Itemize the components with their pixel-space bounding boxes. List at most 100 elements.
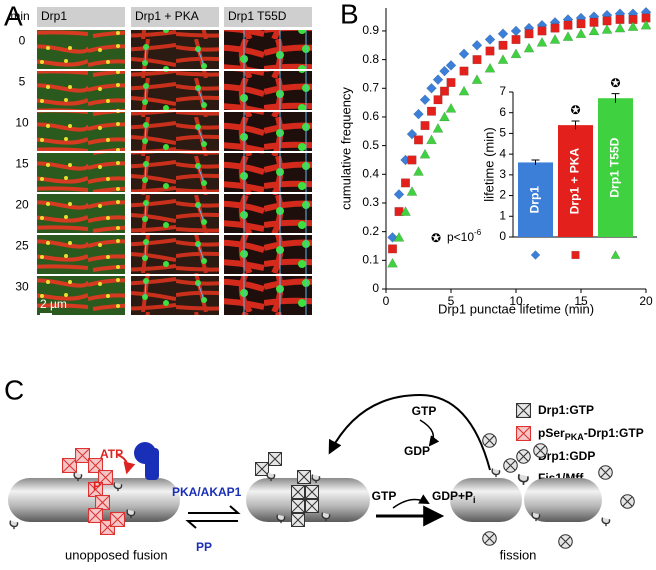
micrograph bbox=[37, 235, 125, 274]
legend-icon bbox=[516, 426, 531, 441]
y-axis-label: cumulative frequency bbox=[338, 87, 353, 210]
row-unit: min bbox=[10, 9, 29, 23]
data-point bbox=[536, 36, 548, 47]
row-label: 0 bbox=[19, 34, 26, 48]
data-point bbox=[458, 85, 470, 96]
header-bar bbox=[131, 7, 219, 27]
gdp-label: GDP bbox=[404, 444, 430, 458]
micrograph bbox=[224, 235, 312, 274]
data-point bbox=[407, 155, 417, 165]
y-tick-label: 2 bbox=[499, 188, 506, 202]
y-tick-label: 4 bbox=[499, 146, 506, 160]
caption: unopposed fusion bbox=[65, 547, 168, 562]
y-tick-label: 5 bbox=[499, 126, 506, 140]
legend-marker bbox=[530, 250, 541, 260]
row-label: 25 bbox=[15, 239, 29, 253]
data-point bbox=[498, 40, 508, 50]
legend-marker bbox=[571, 250, 580, 260]
data-point bbox=[484, 34, 496, 45]
arrow bbox=[185, 520, 238, 529]
legend-icon bbox=[516, 403, 531, 418]
column-header: Drp1 bbox=[41, 9, 67, 23]
bar bbox=[598, 98, 633, 237]
micrograph bbox=[131, 153, 219, 192]
y-tick-label: 0.3 bbox=[362, 195, 379, 209]
y-tick-label: 0.4 bbox=[362, 166, 379, 180]
micrograph bbox=[224, 30, 312, 69]
legend-label: Drp1:GDP bbox=[538, 449, 595, 463]
data-point bbox=[601, 23, 613, 34]
y-tick-label: 1 bbox=[499, 208, 506, 222]
y-tick-label: 0.9 bbox=[362, 23, 379, 37]
header-bar bbox=[224, 7, 312, 27]
data-point bbox=[627, 21, 639, 31]
x-tick-label: 5 bbox=[448, 294, 455, 308]
x-tick-label: 0 bbox=[383, 294, 390, 308]
micrograph bbox=[131, 194, 219, 233]
micrograph bbox=[224, 276, 312, 315]
cumulative-chart: 00.10.20.30.40.50.60.70.80.90 5 10 15 20Drp1… bbox=[338, 6, 653, 316]
data-point bbox=[471, 74, 483, 84]
data-point bbox=[440, 86, 449, 96]
data-point bbox=[406, 185, 418, 196]
micrograph bbox=[131, 276, 219, 315]
data-point bbox=[589, 17, 599, 27]
data-point bbox=[562, 31, 574, 41]
y-tick-label: 0.2 bbox=[362, 224, 379, 238]
row-label: 10 bbox=[15, 116, 29, 130]
row-label: 30 bbox=[15, 280, 29, 294]
data-point bbox=[615, 14, 625, 24]
data-point bbox=[400, 206, 411, 216]
arrow bbox=[392, 494, 430, 509]
data-point bbox=[510, 48, 522, 59]
data-point bbox=[614, 22, 626, 33]
data-point bbox=[393, 189, 405, 200]
micrograph bbox=[224, 153, 312, 192]
data-point bbox=[432, 122, 444, 133]
panel-letter: C bbox=[4, 374, 24, 405]
row-label: 15 bbox=[15, 157, 29, 171]
data-point bbox=[426, 82, 437, 94]
data-point bbox=[388, 244, 397, 254]
legend-label: -Drp1:GTP bbox=[584, 426, 644, 440]
mitochondrion bbox=[524, 478, 602, 522]
panel-letter: B bbox=[340, 0, 359, 29]
y-tick-label: 6 bbox=[499, 105, 506, 119]
data-point bbox=[401, 178, 410, 188]
x-tick-label: 15 bbox=[574, 294, 588, 308]
data-point bbox=[446, 78, 456, 88]
legend-label: pSerPKA-Drp1:GTP bbox=[538, 426, 644, 442]
y-tick-label: 0 bbox=[499, 229, 506, 243]
annotation-sup: -6 bbox=[474, 228, 482, 237]
micrograph bbox=[224, 112, 312, 151]
row-label: 20 bbox=[15, 198, 29, 212]
y-tick-label: 7 bbox=[499, 84, 506, 98]
micrograph bbox=[37, 276, 125, 315]
header-bar bbox=[37, 7, 125, 27]
y-tick-label: 0.5 bbox=[362, 138, 379, 152]
data-point bbox=[471, 39, 483, 51]
x-axis-label: Drp1 punctae lifetime (min) bbox=[438, 301, 594, 316]
y-tick-label: 0.1 bbox=[362, 252, 379, 266]
micrograph bbox=[131, 71, 219, 110]
row-label: 5 bbox=[19, 75, 26, 89]
y-axis-label: lifetime (min) bbox=[481, 127, 496, 201]
data-point bbox=[485, 46, 495, 56]
microscopy-panel: min Drp1 Drp1 + PKA Drp1 T55D 0 5 10 15 20 25 30 2 … bbox=[10, 7, 312, 315]
legend-label: Drp1:GTP bbox=[538, 403, 594, 417]
data-point bbox=[497, 54, 509, 64]
arrow bbox=[117, 454, 136, 475]
micrograph bbox=[37, 112, 125, 151]
data-point bbox=[458, 48, 470, 60]
data-point bbox=[414, 135, 423, 145]
data-point bbox=[602, 16, 612, 26]
x-tick-label: 10 bbox=[509, 294, 523, 308]
data-point bbox=[550, 23, 560, 33]
gtp-label: GTP bbox=[412, 404, 437, 418]
pka-icon bbox=[134, 442, 156, 464]
micrograph bbox=[131, 30, 219, 69]
caption: fission bbox=[500, 547, 537, 562]
data-point bbox=[413, 165, 424, 176]
data-point bbox=[497, 28, 509, 40]
